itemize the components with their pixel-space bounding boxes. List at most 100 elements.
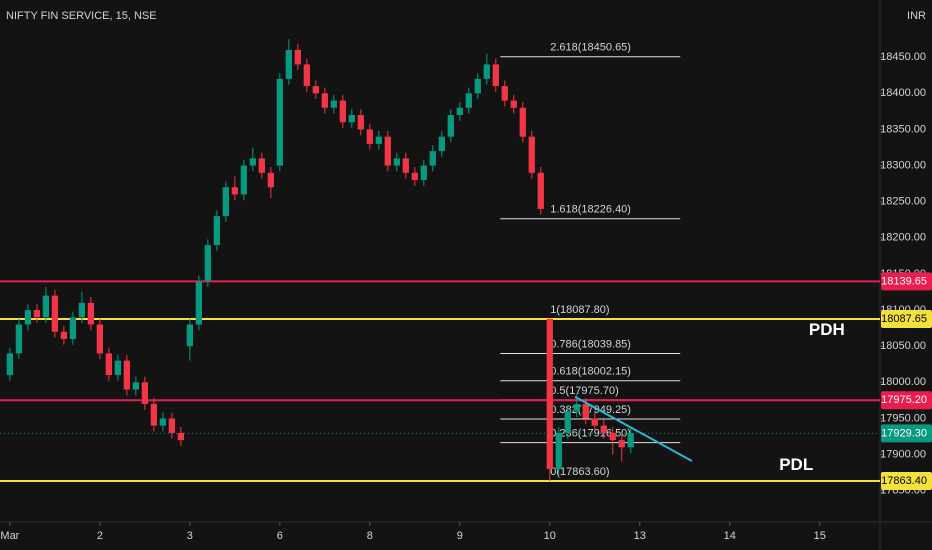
- candle-body: [537, 172, 544, 209]
- candle-body: [375, 136, 382, 144]
- x-tick-label: Mar: [0, 530, 19, 542]
- candle-body: [285, 49, 292, 79]
- candle-body: [141, 382, 149, 404]
- candle-body: [132, 382, 140, 390]
- candle-body: [231, 187, 238, 195]
- candle-body: [420, 165, 427, 181]
- candle-body: [321, 93, 328, 108]
- price-box-label: 17929.30: [881, 427, 927, 439]
- candle-body: [267, 172, 274, 188]
- annotation: PDH: [809, 320, 845, 339]
- candle-body: [366, 129, 373, 144]
- candle-body: [276, 78, 283, 166]
- candle-body: [429, 151, 436, 166]
- candle-body: [42, 295, 50, 318]
- price-box-label: 17975.20: [881, 394, 927, 406]
- fib-label: 2.618(18450.65): [550, 42, 631, 54]
- candle-body: [150, 403, 158, 426]
- candle-body: [618, 440, 625, 448]
- fib-label: 0.5(17975.70): [550, 385, 619, 397]
- candle-body: [510, 100, 517, 108]
- candle-body: [114, 360, 122, 376]
- candle-body: [24, 310, 32, 325]
- candle-body: [501, 86, 508, 101]
- candle-body: [339, 100, 346, 123]
- fib-label: 1(18087.80): [550, 304, 609, 316]
- y-tick-label: 18200.00: [880, 232, 926, 244]
- candle-body: [6, 353, 14, 376]
- candle-body: [96, 324, 104, 354]
- candle-body: [519, 107, 526, 137]
- candle-body: [411, 172, 418, 181]
- candle-body: [564, 411, 571, 433]
- candle-body: [393, 158, 400, 166]
- candle-body: [528, 136, 535, 173]
- candle-body: [555, 432, 562, 469]
- fib-label: 0.786(18039.85): [550, 338, 631, 350]
- candle-body: [123, 360, 131, 390]
- candle-body: [249, 158, 256, 166]
- candle-body: [456, 107, 463, 116]
- candle-body: [204, 245, 212, 282]
- candle-body: [51, 295, 59, 332]
- candle-body: [105, 353, 113, 376]
- x-tick-label: 9: [457, 530, 463, 542]
- candle-body: [186, 324, 194, 347]
- candle-body: [609, 432, 616, 441]
- fib-label: 0(17863.60): [550, 466, 609, 478]
- x-tick-label: 8: [367, 530, 373, 542]
- y-tick-label: 18050.00: [880, 340, 926, 352]
- candle-body: [384, 136, 391, 166]
- y-tick-label: 18400.00: [880, 87, 926, 99]
- candle-body: [438, 136, 445, 152]
- candle-body: [357, 115, 364, 130]
- candle-body: [168, 418, 176, 433]
- candle-body: [177, 432, 185, 441]
- candle-body: [465, 93, 472, 108]
- price-box-label: 18139.65: [881, 275, 927, 287]
- price-box: [881, 391, 932, 410]
- candle-body: [159, 418, 167, 426]
- candle-body: [483, 64, 490, 79]
- candle-body: [258, 158, 265, 173]
- candle-body: [627, 432, 634, 448]
- candle-body: [15, 324, 23, 354]
- candle-body: [330, 100, 337, 108]
- candle-body: [69, 317, 77, 339]
- candle-body: [474, 78, 481, 94]
- annotation: PDL: [779, 455, 813, 474]
- candle-body: [492, 64, 499, 87]
- x-tick-label: 13: [634, 530, 646, 542]
- x-tick-label: 14: [724, 530, 736, 542]
- candle-body: [546, 318, 553, 469]
- currency: INR: [907, 10, 926, 22]
- candle-body: [222, 187, 229, 217]
- x-tick-label: 2: [97, 530, 103, 542]
- candle-body: [591, 418, 598, 426]
- y-tick-label: 18450.00: [880, 51, 926, 63]
- price-box: [881, 309, 932, 328]
- candle-body: [294, 49, 301, 65]
- candle-body: [312, 86, 319, 94]
- y-tick-label: 17950.00: [880, 412, 926, 424]
- candle-body: [348, 115, 355, 123]
- fib-label: 0.236(17916.50): [550, 428, 631, 440]
- price-box-label: 17863.40: [881, 475, 927, 487]
- candle-body: [402, 158, 409, 173]
- candle-body: [573, 403, 580, 412]
- x-tick-label: 3: [187, 530, 193, 542]
- fib-label: 1.618(18226.40): [550, 204, 631, 216]
- y-tick-label: 18350.00: [880, 123, 926, 135]
- x-tick-label: 10: [544, 530, 556, 542]
- fib-label: 0.618(18002.15): [550, 366, 631, 378]
- price-box-label: 18087.65: [881, 313, 927, 325]
- candle-body: [87, 302, 95, 325]
- trendline: [574, 395, 693, 462]
- candle-body: [600, 425, 607, 433]
- candle-body: [33, 310, 41, 318]
- chart-title: NIFTY FIN SERVICE, 15, NSE: [6, 10, 157, 22]
- candle-body: [195, 281, 203, 325]
- candle-body: [240, 165, 247, 195]
